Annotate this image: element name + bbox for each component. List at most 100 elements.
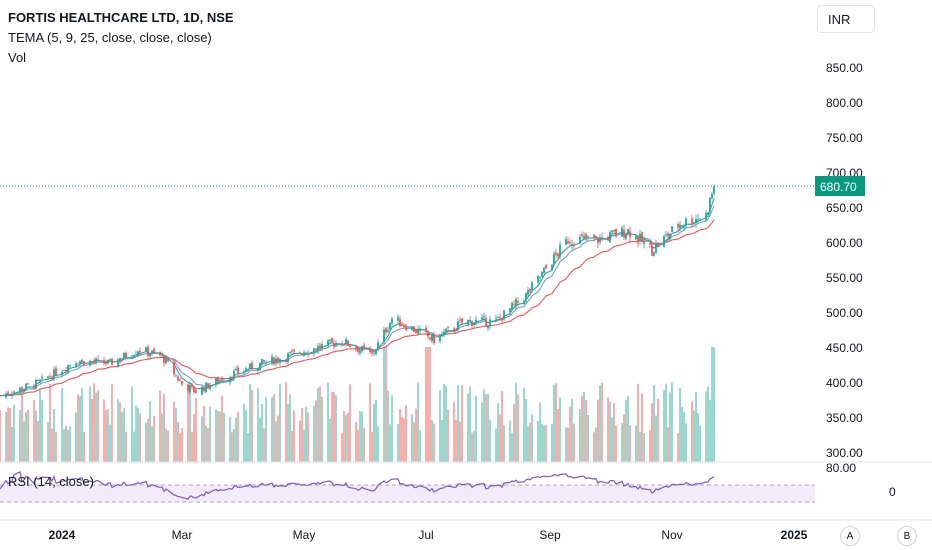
candle	[161, 352, 163, 358]
candle	[585, 232, 587, 242]
volume-bar	[657, 398, 659, 462]
volume-bar	[165, 428, 167, 462]
candle	[121, 357, 123, 361]
candle	[401, 321, 403, 327]
volume-bar	[611, 417, 613, 462]
candle	[9, 393, 11, 397]
candle	[271, 353, 273, 366]
volume-bar	[149, 401, 151, 462]
candle	[447, 325, 449, 331]
volume-bar	[331, 391, 333, 462]
volume-bar	[111, 383, 113, 462]
candle	[233, 368, 235, 382]
candle	[357, 346, 359, 355]
volume-bar	[307, 412, 309, 462]
candle	[581, 231, 583, 239]
volume-bar	[315, 400, 317, 462]
volume-bar	[527, 426, 529, 462]
volume-bar	[623, 414, 625, 462]
candle	[13, 390, 15, 395]
candle	[471, 320, 473, 328]
candle	[203, 385, 205, 393]
volume-bar	[303, 429, 305, 462]
volume-bar	[445, 385, 447, 462]
volume-bar	[651, 403, 653, 462]
candle	[165, 355, 167, 365]
volume-bar	[641, 393, 643, 462]
candle	[503, 309, 505, 322]
volume-bar	[625, 400, 627, 462]
volume-bar	[385, 347, 387, 462]
price-tick-label: 600.00	[826, 236, 863, 250]
volume-bar	[89, 386, 91, 462]
candle	[37, 378, 39, 382]
volume-bar	[41, 400, 43, 462]
volume-bar	[299, 420, 301, 462]
candle	[651, 241, 653, 256]
volume-bar	[347, 412, 349, 462]
candle	[205, 381, 207, 393]
candle	[315, 348, 317, 351]
volume-bar	[305, 406, 307, 462]
volume-bar	[447, 409, 449, 462]
candle	[25, 383, 27, 391]
tema-legend[interactable]: TEMA (5, 9, 25, close, close, close)	[8, 30, 212, 45]
volume-bar	[243, 403, 245, 462]
candle	[47, 375, 49, 380]
candle	[403, 323, 405, 329]
candle	[235, 365, 237, 371]
volume-bar	[373, 403, 375, 462]
volume-bar	[497, 403, 499, 462]
candle	[583, 231, 585, 241]
volume-bar	[707, 386, 709, 462]
symbol-title[interactable]: FORTIS HEALTHCARE LTD, 1D, NSE	[8, 10, 234, 25]
auto-scale-button[interactable]: A	[840, 526, 860, 546]
volume-bar	[273, 393, 275, 462]
price-tick-label: 400.00	[826, 376, 863, 390]
candle	[545, 263, 547, 270]
candle	[181, 380, 183, 387]
volume-bar	[551, 423, 553, 462]
volume-bar	[417, 382, 419, 462]
candle	[21, 386, 23, 392]
candle	[361, 345, 363, 354]
candle	[671, 225, 673, 233]
rsi-legend[interactable]: RSI (14, close)	[8, 474, 94, 489]
log-scale-button[interactable]: B	[897, 526, 917, 546]
time-tick-label: Sep	[539, 528, 561, 542]
candle	[91, 360, 93, 365]
volume-bar	[5, 411, 7, 462]
candle	[387, 326, 389, 334]
volume-bar	[119, 402, 121, 462]
volume-bar	[649, 430, 651, 462]
volume-bar	[597, 399, 599, 462]
volume-bar	[627, 396, 629, 462]
candle	[153, 346, 155, 354]
candle	[443, 328, 445, 338]
volume-bar	[615, 425, 617, 462]
candle	[5, 390, 7, 399]
candle	[69, 364, 71, 370]
candle	[313, 347, 315, 357]
volume-legend[interactable]: Vol	[8, 50, 27, 65]
candle	[263, 359, 265, 364]
time-axis[interactable]: 2024 Mar May Jul Sep Nov 2025	[49, 528, 808, 542]
price-axis[interactable]: 850.00800.00750.00700.00650.00600.00550.…	[826, 61, 863, 460]
candle	[377, 339, 379, 352]
volume-bar	[363, 428, 365, 462]
volume-bar	[579, 409, 581, 462]
volume-bar	[639, 431, 641, 462]
candle	[655, 239, 657, 255]
rsi-top-value: 80.00	[826, 461, 856, 475]
candle	[261, 358, 263, 366]
currency-button[interactable]: INR	[817, 5, 875, 33]
volume-bar	[683, 411, 685, 462]
volume-bar	[427, 347, 429, 462]
candle	[133, 354, 135, 359]
ema-25-line	[0, 219, 715, 397]
candle	[109, 358, 111, 362]
volume-bar	[403, 418, 405, 462]
candle	[67, 364, 69, 375]
candle	[627, 228, 629, 236]
